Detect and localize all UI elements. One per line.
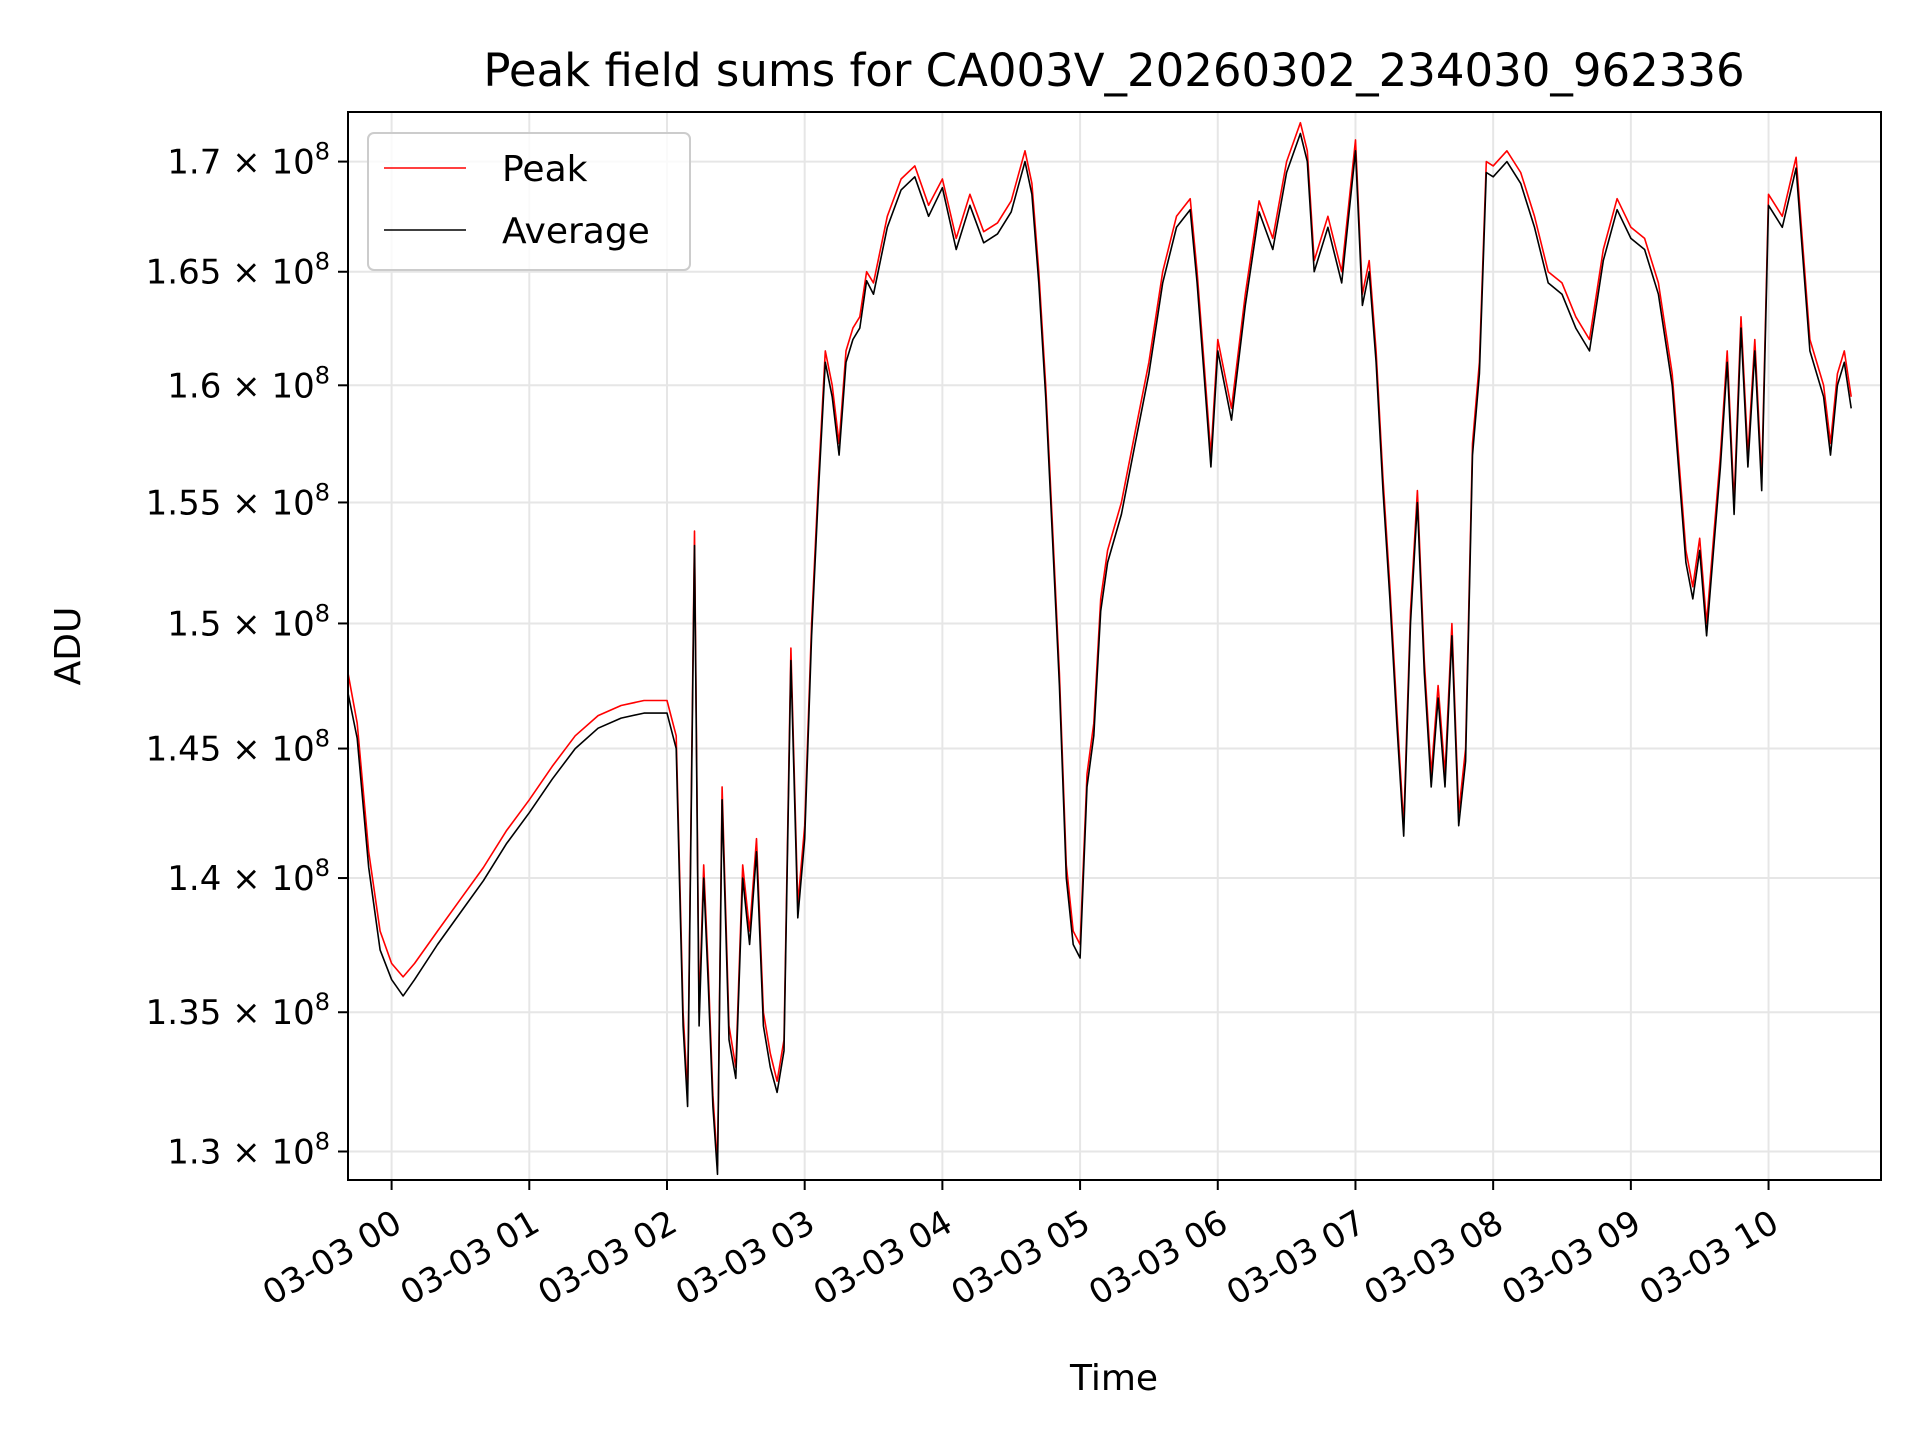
y-tick-label: 1.7 × 108: [167, 138, 330, 183]
chart-title: Peak field sums for CA003V_20260302_2340…: [483, 44, 1744, 97]
x-axis-label: Time: [1069, 1358, 1158, 1399]
y-tick-label: 1.3 × 108: [167, 1128, 330, 1173]
y-tick-exponent: 8: [315, 248, 330, 276]
y-tick-exponent: 8: [315, 361, 330, 389]
y-tick-label: 1.65 × 108: [146, 248, 330, 293]
y-tick-mantissa: 1.65 × 10: [146, 253, 315, 293]
legend-label-average: Average: [502, 211, 650, 252]
y-tick-mantissa: 1.7 × 10: [167, 143, 314, 183]
y-tick-label: 1.4 × 108: [167, 854, 330, 899]
series-layer: [348, 121, 1852, 1176]
grid: [348, 112, 1881, 1180]
y-tick-mantissa: 1.55 × 10: [146, 483, 315, 523]
y-tick-mantissa: 1.6 × 10: [167, 366, 314, 406]
y-tick-label: 1.6 × 108: [167, 361, 330, 406]
y-tick-exponent: 8: [315, 478, 330, 506]
y-tick-label: 1.45 × 108: [146, 725, 330, 770]
y-tick-mantissa: 1.45 × 10: [146, 730, 315, 770]
y-tick-exponent: 8: [315, 988, 330, 1016]
y-tick-label: 1.55 × 108: [146, 478, 330, 523]
legend-label-peak: Peak: [502, 149, 588, 190]
legend: Peak Average: [367, 132, 691, 271]
y-tick-label: 1.35 × 108: [146, 988, 330, 1033]
y-tick-mantissa: 1.3 × 10: [167, 1133, 314, 1173]
y-tick-mantissa: 1.35 × 10: [146, 993, 315, 1033]
y-tick-mantissa: 1.4 × 10: [167, 859, 314, 899]
plot-frame: [347, 111, 1882, 1181]
y-tick-label: 1.5 × 108: [167, 599, 330, 644]
y-tick-exponent: 8: [315, 138, 330, 166]
y-tick-exponent: 8: [315, 1128, 330, 1156]
y-axis-label: ADU: [48, 607, 89, 686]
series-line-average: [348, 132, 1852, 1176]
y-tick-mantissa: 1.5 × 10: [167, 604, 314, 644]
y-tick-exponent: 8: [315, 725, 330, 753]
y-tick-exponent: 8: [315, 854, 330, 882]
y-tick-exponent: 8: [315, 599, 330, 627]
